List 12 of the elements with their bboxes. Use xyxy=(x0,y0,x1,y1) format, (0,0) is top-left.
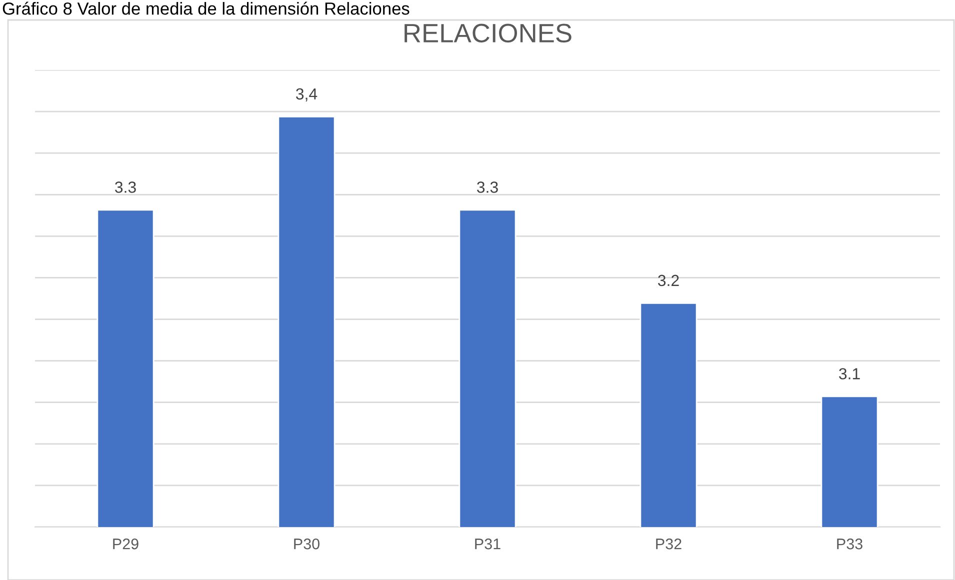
text: Gráfico 8 Valor de media de la dimensión Relaciones xyxy=(2,2,410,15)
data-label: 3.3 xyxy=(477,182,498,193)
x-tick-label: P32 xyxy=(656,538,682,550)
x-tick-label: P30 xyxy=(294,538,320,550)
data-label: 3.2 xyxy=(658,274,679,286)
chart-title: RELACIONES xyxy=(404,24,572,42)
data-label: 3.1 xyxy=(839,368,860,380)
x-tick-label: P31 xyxy=(475,538,500,550)
data-label: 3,4 xyxy=(296,88,318,102)
data-label: 3.3 xyxy=(115,182,136,193)
x-tick-label: P33 xyxy=(837,538,862,550)
x-tick-label: P29 xyxy=(113,538,138,550)
